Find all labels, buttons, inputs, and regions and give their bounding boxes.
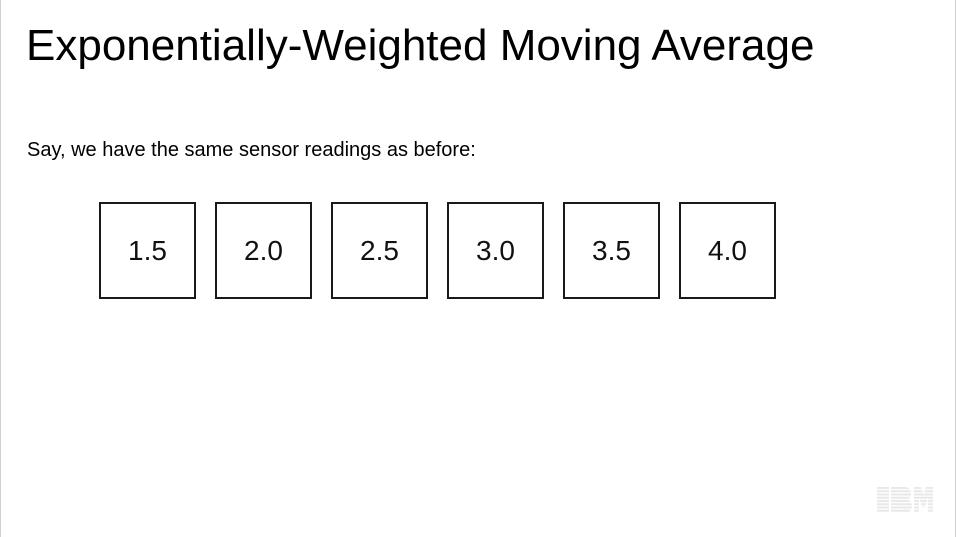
reading-box: 3.5 xyxy=(563,202,660,299)
reading-box: 1.5 xyxy=(99,202,196,299)
reading-box: 2.0 xyxy=(215,202,312,299)
reading-box: 4.0 xyxy=(679,202,776,299)
reading-box: 3.0 xyxy=(447,202,544,299)
sensor-readings: 1.5 2.0 2.5 3.0 3.5 4.0 xyxy=(99,202,776,299)
ibm-logo-icon xyxy=(877,487,933,513)
intro-text: Say, we have the same sensor readings as… xyxy=(27,139,476,161)
slide-title: Exponentially-Weighted Moving Average xyxy=(26,21,815,70)
reading-box: 2.5 xyxy=(331,202,428,299)
